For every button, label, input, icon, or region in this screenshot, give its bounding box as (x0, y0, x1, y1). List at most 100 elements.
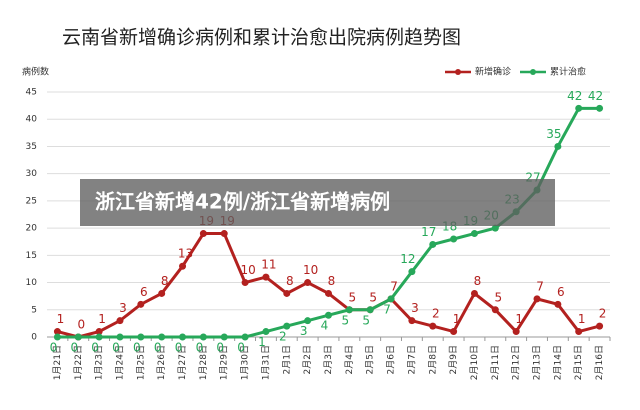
data-point (158, 289, 166, 297)
x-tick-label: 2月5日 (365, 345, 376, 374)
data-point (283, 322, 291, 330)
x-tick-label: 1月28日 (198, 345, 209, 380)
data-point (450, 235, 458, 243)
data-point (95, 333, 103, 341)
x-tick-label: 2月3日 (323, 345, 334, 374)
data-label: 11 (261, 258, 276, 272)
data-point (429, 240, 437, 248)
data-label: 42 (588, 89, 603, 103)
y-axis-label: 病例数 (22, 66, 49, 78)
data-label: 0 (216, 341, 224, 355)
data-label: 3 (300, 324, 308, 338)
x-tick-label: 1月21日 (52, 345, 63, 380)
data-point (116, 317, 124, 325)
data-label: 6 (557, 285, 565, 299)
x-tick-label: 2月11日 (490, 345, 501, 380)
data-label: 0 (77, 318, 85, 332)
data-point (491, 306, 499, 314)
data-point (74, 333, 82, 341)
data-point (470, 289, 478, 297)
data-point (533, 295, 541, 303)
data-label: 5 (362, 313, 370, 327)
chart-title: 云南省新增确诊病例和累计治愈出院病例趋势图 (62, 27, 461, 49)
watermark: 头条 @云南卫视 (540, 380, 628, 395)
data-point (158, 333, 166, 341)
data-point (596, 104, 604, 112)
data-point (262, 273, 270, 281)
y-tick-label: 35 (26, 142, 37, 152)
data-label: 35 (546, 127, 561, 141)
y-tick-label: 30 (26, 169, 38, 179)
x-tick-label: 1月27日 (177, 345, 188, 380)
data-label: 13 (178, 247, 193, 261)
data-point (95, 328, 103, 336)
data-point (512, 328, 520, 336)
legend-marker (455, 69, 461, 75)
data-label: 0 (91, 341, 99, 355)
x-tick-label: 2月8日 (427, 345, 438, 374)
x-tick-label: 2月12日 (511, 345, 522, 380)
data-point (408, 317, 416, 325)
data-point (575, 328, 583, 336)
x-tick-label: 1月22日 (73, 345, 84, 380)
x-tick-label: 2月14日 (552, 345, 563, 380)
banner-bg (80, 179, 555, 226)
data-label: 1 (453, 312, 461, 326)
x-tick-label: 1月23日 (94, 345, 105, 380)
y-tick-label: 20 (26, 224, 38, 234)
data-point (575, 104, 583, 112)
data-point (262, 328, 270, 336)
data-point (53, 333, 61, 341)
data-label: 3 (119, 301, 127, 315)
x-tick-label: 1月26日 (156, 345, 167, 380)
banner: 浙江省新增42例/浙江省新增病例 (95, 190, 390, 214)
data-label: 5 (349, 290, 357, 304)
data-label: 1 (578, 312, 586, 326)
data-point (554, 142, 562, 150)
data-label: 10 (240, 263, 255, 277)
y-tick-label: 5 (31, 305, 37, 315)
data-point (199, 230, 207, 238)
legend-label: 累计治愈 (550, 66, 586, 78)
data-label: 5 (494, 290, 502, 304)
data-label: 0 (196, 341, 204, 355)
data-point (554, 300, 562, 308)
y-tick-label: 25 (26, 196, 37, 206)
data-point (220, 333, 228, 341)
data-label: 10 (303, 263, 318, 277)
data-label: 1 (515, 312, 523, 326)
data-label: 5 (342, 313, 350, 327)
x-tick-label: 1月30日 (240, 345, 251, 380)
data-point (241, 333, 249, 341)
data-label: 0 (50, 341, 58, 355)
x-tick-label: 2月1日 (281, 345, 292, 374)
data-point (137, 333, 145, 341)
x-tick-label: 2月9日 (448, 345, 459, 374)
legend-marker (530, 69, 536, 75)
x-tick-label: 2月15日 (573, 345, 584, 380)
data-point (325, 311, 332, 319)
data-label: 8 (161, 274, 169, 288)
x-tick-label: 2月10日 (469, 345, 480, 380)
data-point (137, 300, 145, 308)
data-point (596, 322, 604, 330)
data-point (179, 333, 187, 341)
data-label: 0 (70, 341, 78, 355)
data-label: 17 (421, 225, 436, 239)
data-label: 12 (400, 252, 415, 266)
data-label: 1 (57, 312, 65, 326)
y-tick-label: 40 (26, 115, 38, 125)
data-label: 42 (567, 89, 582, 103)
data-label: 0 (112, 341, 120, 355)
data-label: 0 (154, 341, 162, 355)
data-point (304, 317, 312, 325)
x-tick-label: 2月4日 (344, 345, 355, 374)
x-tick-label: 1月24日 (114, 345, 125, 380)
data-label: 4 (321, 319, 329, 333)
data-label: 2 (599, 307, 607, 321)
data-point (325, 289, 332, 297)
legend-label: 新增确诊 (475, 66, 511, 78)
data-label: 1 (98, 312, 106, 326)
